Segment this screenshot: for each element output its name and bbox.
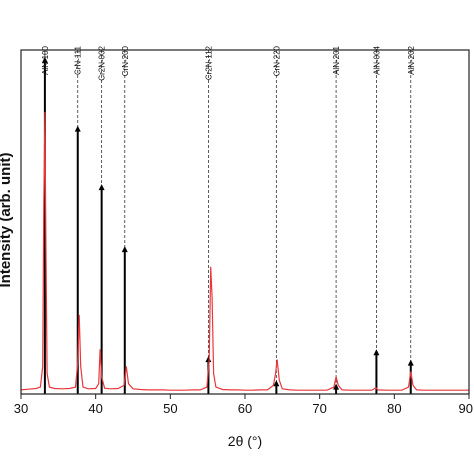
reference-peak-label: AlN-202 — [407, 45, 416, 74]
x-axis-label: 2θ (°) — [228, 433, 262, 449]
x-tick-label: 90 — [459, 401, 473, 416]
reference-peak-arrowhead — [121, 246, 128, 253]
x-tick-label: 30 — [14, 401, 28, 416]
reference-peak-arrowhead — [98, 184, 105, 191]
reference-peak-label: CrN-220 — [272, 45, 281, 76]
reference-peak-label: CrN-200 — [121, 45, 130, 76]
reference-peak-label: CrN-111 — [74, 45, 83, 75]
reference-peak-label: AlN-004 — [372, 45, 381, 74]
reference-peak-arrowhead — [273, 380, 280, 387]
x-tick-label: 40 — [88, 401, 102, 416]
reference-peak-label: AlN-100 — [41, 45, 50, 74]
x-tick-label: 60 — [238, 401, 252, 416]
reference-lines-group — [41, 50, 414, 394]
reference-peak-label: Cr2N-002 — [98, 45, 107, 80]
reference-peak-arrowhead — [205, 356, 212, 363]
series-line — [20, 111, 469, 391]
reference-peak-arrowhead — [41, 56, 48, 63]
x-tick-label: 80 — [387, 401, 401, 416]
reference-peak-arrowhead — [74, 125, 81, 132]
x-tick-label: 70 — [312, 401, 326, 416]
reference-peak-label: Cr2N-112 — [204, 45, 213, 80]
reference-peak-label: AlN-201 — [332, 45, 341, 74]
x-axis-ticks: 30 40 50 60 70 80 90 — [14, 394, 473, 416]
plot-frame — [20, 49, 470, 395]
reference-peak-arrowhead — [333, 383, 340, 390]
reference-peak-arrowhead — [373, 349, 380, 356]
x-tick-label: 50 — [163, 401, 177, 416]
reference-peak-arrowhead — [407, 359, 414, 366]
reference-labels-group: AlN-100 CrN-111 Cr2N-002 CrN-200 Cr2N-112 CrN… — [41, 45, 416, 80]
y-axis-label: Intensity (arb. unit) — [0, 152, 14, 287]
